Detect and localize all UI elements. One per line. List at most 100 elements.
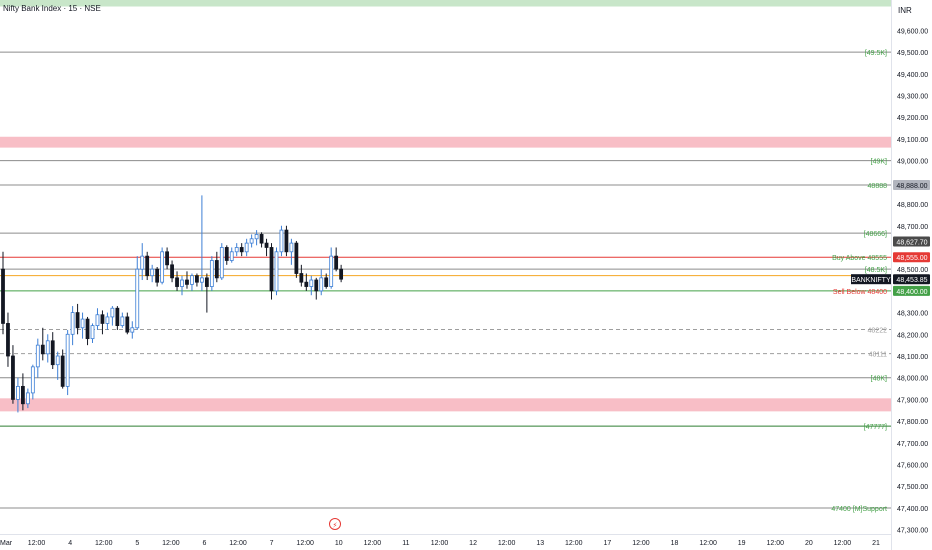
- candle-45: [224, 245, 229, 265]
- candle-27: [135, 256, 140, 330]
- price-badge-bg-4: [893, 252, 930, 263]
- y-tick-16: 47,700.00: [897, 441, 928, 448]
- candle-body-9: [45, 340, 50, 355]
- candle-body-35: [175, 277, 179, 287]
- candle-42: [209, 256, 214, 291]
- candle-body-59: [294, 242, 299, 274]
- candle-63: [314, 277, 319, 300]
- level-label-9: 48111: [869, 352, 888, 359]
- candle-body-8: [40, 344, 45, 355]
- candle-67: [334, 247, 339, 272]
- candle-10: [50, 332, 55, 370]
- candle-13: [65, 329, 70, 396]
- candle-28: [140, 243, 145, 281]
- price-badge-bg-7: [893, 285, 930, 296]
- price-badge-text-4: 48,555.00: [896, 255, 927, 262]
- x-tick-3: 12:00: [95, 540, 113, 547]
- candle-body-25: [125, 316, 130, 333]
- candle-body-16: [80, 318, 85, 329]
- candle-22: [110, 306, 115, 326]
- level-label-1: [49K]: [871, 159, 887, 166]
- x-tick-22: 19: [738, 540, 746, 547]
- candle-body-19: [95, 314, 100, 327]
- candle-body-27: [135, 268, 140, 329]
- candle-19: [95, 308, 100, 330]
- candle-body-60: [299, 273, 304, 283]
- candle-body-64: [319, 277, 324, 292]
- candle-body-0: [1, 268, 5, 324]
- candle-body-31: [155, 268, 160, 283]
- candle-5: [25, 388, 30, 409]
- candle-body-32: [160, 251, 165, 283]
- time-axis-divider: [0, 534, 891, 535]
- x-tick-18: 17: [603, 540, 611, 547]
- candle-21: [105, 312, 110, 330]
- candle-53: [264, 238, 269, 257]
- candle-body-61: [304, 281, 309, 287]
- currency-label: INR: [898, 6, 912, 15]
- candle-50: [249, 234, 254, 248]
- candle-66: [329, 247, 334, 289]
- level-labels-layer: [49.5K] [49K] 48888 [48666] Buy Above 48555 […: [831, 50, 887, 513]
- candle-23: [115, 306, 120, 330]
- candle-body-33: [165, 251, 169, 266]
- event-marker[interactable]: ⚡: [329, 518, 341, 530]
- price-badge-text-7: 48,400.00: [896, 289, 927, 296]
- level-label-0: [49.5K]: [865, 50, 887, 57]
- candle-7: [35, 338, 40, 378]
- price-badge-7: 48,400.00: [893, 285, 930, 296]
- candle-body-50: [249, 238, 254, 244]
- candle-44: [219, 243, 224, 281]
- level-label-7: Sell Below 48400: [833, 289, 887, 296]
- y-tick-12: 48,100.00: [897, 354, 928, 361]
- x-tick-14: 12: [469, 540, 477, 547]
- y-tick-0: 49,600.00: [897, 28, 928, 35]
- candle-body-62: [309, 279, 314, 287]
- price-badge-bg-2: [893, 179, 930, 190]
- price-badge-text-2: 48,888.00: [896, 183, 927, 190]
- candle-body-56: [279, 229, 284, 253]
- candle-body-22: [110, 307, 115, 318]
- svg-text:⚡: ⚡: [333, 522, 338, 530]
- candle-34: [170, 260, 174, 283]
- candle-body-21: [105, 316, 110, 324]
- candle-body-43: [214, 260, 219, 279]
- zone-0: [0, 136, 891, 148]
- level-label-8: 48222: [868, 328, 888, 335]
- candle-body-57: [284, 229, 289, 253]
- candle-body-39: [195, 275, 199, 283]
- candle-0: [1, 251, 5, 335]
- y-tick-17: 47,600.00: [897, 463, 928, 470]
- x-tick-0: Mar: [0, 540, 13, 547]
- candle-body-54: [269, 247, 274, 292]
- candle-body-37: [185, 279, 189, 285]
- y-tick-15: 47,800.00: [897, 419, 928, 426]
- candle-body-28: [140, 255, 145, 270]
- x-tick-1: 12:00: [28, 540, 46, 547]
- y-tick-2: 49,400.00: [897, 72, 928, 79]
- candle-body-65: [324, 277, 329, 287]
- candle-body-42: [209, 260, 214, 287]
- candle-49: [244, 238, 249, 257]
- x-tick-13: 12:00: [431, 540, 449, 547]
- candle-body-15: [75, 312, 80, 329]
- y-tick-5: 49,100.00: [897, 137, 928, 144]
- candle-40: [199, 195, 204, 291]
- candle-8: [40, 327, 45, 361]
- x-tick-10: 10: [335, 540, 343, 547]
- x-tick-26: 21: [872, 540, 880, 547]
- candle-38: [190, 273, 194, 291]
- candle-body-34: [170, 264, 174, 279]
- candle-body-13: [65, 333, 70, 387]
- x-tick-6: 6: [203, 540, 207, 547]
- y-tick-20: 47,300.00: [897, 528, 928, 535]
- candle-20: [100, 310, 105, 335]
- x-tick-12: 11: [402, 540, 409, 547]
- candle-body-38: [190, 275, 194, 285]
- y-tick-11: 48,200.00: [897, 332, 928, 339]
- candle-body-30: [150, 268, 155, 277]
- x-tick-7: 12:00: [229, 540, 247, 547]
- candle-body-5: [25, 392, 30, 405]
- zone-1: [0, 398, 891, 412]
